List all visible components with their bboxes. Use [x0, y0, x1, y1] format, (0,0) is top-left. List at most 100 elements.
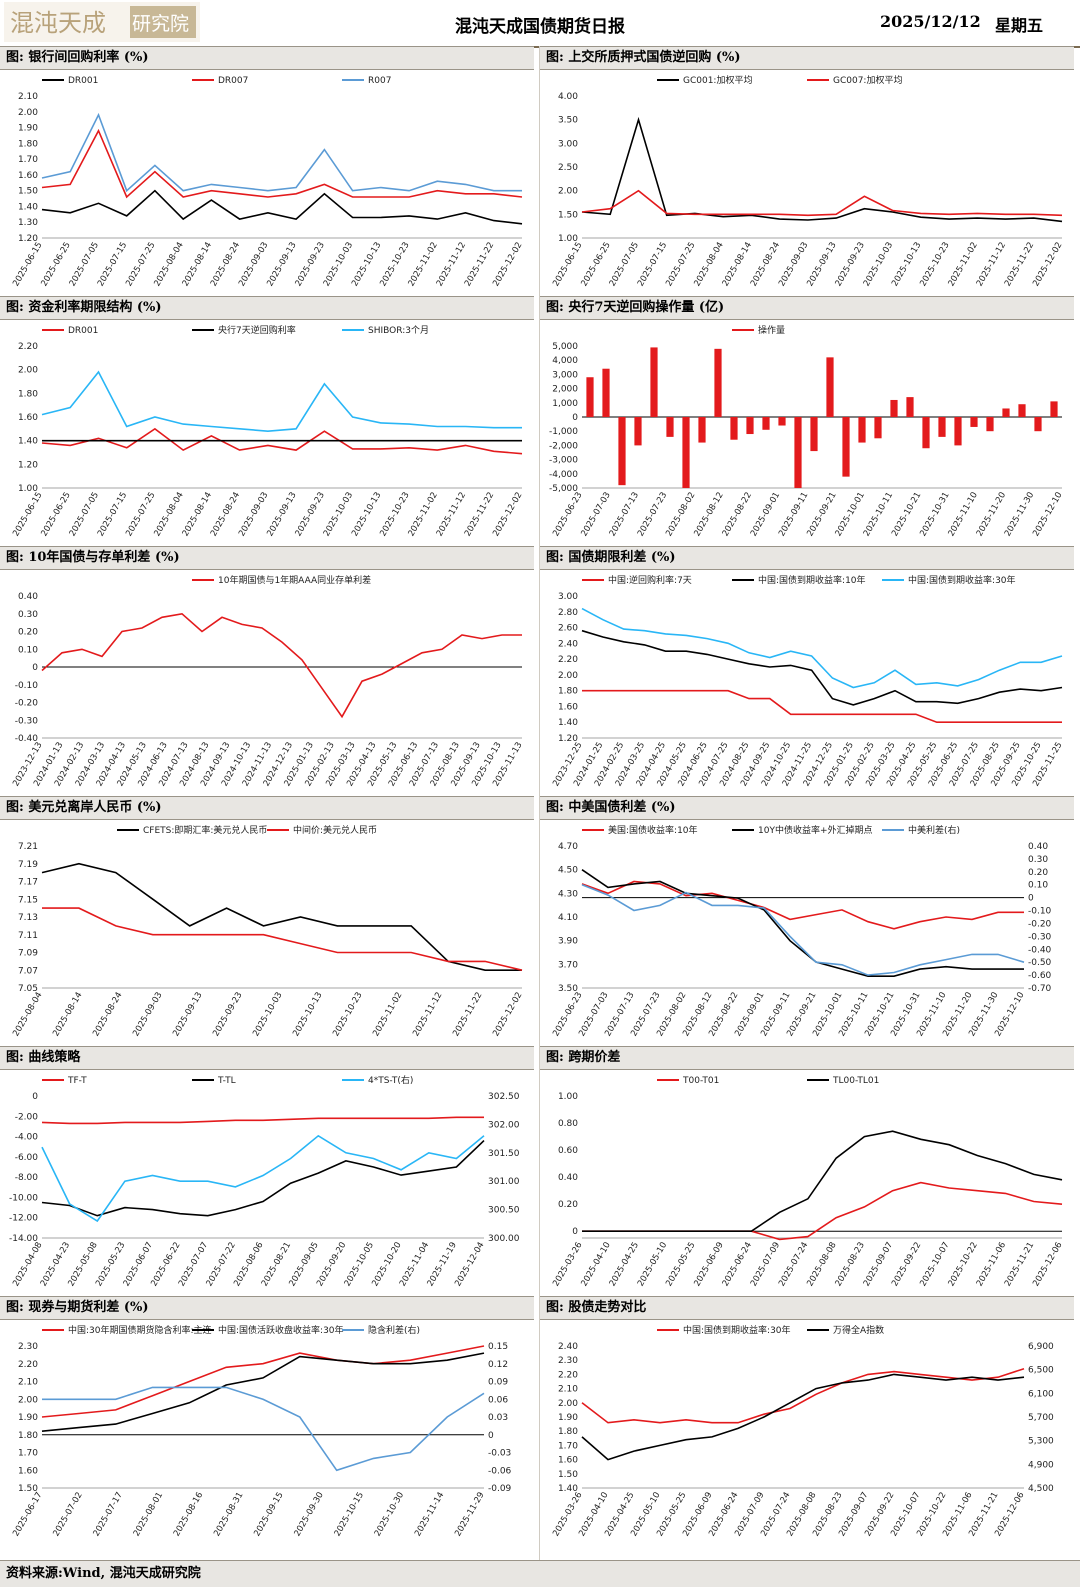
y-tick-label: 7.11 — [18, 931, 38, 941]
y-tick-label: 2.00 — [18, 108, 38, 118]
chart-term-structure: 1.001.201.401.601.802.002.202025-06-1520… — [11, 324, 524, 538]
legend-label: 中国:国债活跃收盘收益率:30年 — [218, 1324, 344, 1336]
legend-label: 中国:逆回购利率:7天 — [608, 574, 692, 586]
y-tick-label: 0.40 — [558, 1173, 578, 1183]
y-tick-label: -0.10 — [15, 681, 39, 691]
y-tick-label: 0.40 — [18, 592, 38, 602]
x-tick-label: 2025-08-16 — [172, 1491, 205, 1539]
chart-cn-us-spread: 3.50 3.70 3.90 4.10 4.30 4.50 4.70 -0.70 -0.60 -0… — [551, 824, 1052, 1038]
legend-label: DR007 — [218, 76, 248, 86]
y2-tick-label: -0.60 — [1028, 971, 1052, 981]
y-tick-label: -1,000 — [549, 427, 578, 437]
y-tick-label: 2.40 — [558, 1342, 578, 1352]
x-tick-label: 2025-11-29 — [453, 1491, 486, 1539]
y-tick-label: 2.00 — [558, 1399, 578, 1409]
bar — [810, 417, 818, 452]
y2-tick-label: -0.06 — [488, 1466, 512, 1476]
svg-text:混沌天成: 混沌天成 — [10, 9, 106, 37]
plot-area: -0.40-0.30-0.20-0.1000.100.200.300.40202… — [11, 574, 524, 788]
y-tick-label: -3,000 — [549, 456, 578, 466]
x-tick-label: 2025-12-10 — [1031, 491, 1064, 539]
panel-title: 图: 国债期限利差 (%) — [540, 546, 1074, 570]
y-tick-label: 4.50 — [558, 866, 578, 876]
y-tick-label: 1.80 — [558, 1427, 578, 1437]
y2-tick-label: -0.20 — [1028, 919, 1052, 929]
y2-tick-label: 0.03 — [488, 1413, 508, 1423]
y-tick-label: 4.10 — [558, 913, 578, 923]
legend-label: 操作量 — [758, 324, 785, 336]
y-tick-label: 0 — [32, 1092, 38, 1102]
y-tick-label: 1.80 — [18, 389, 38, 399]
y2-tick-label: 301.00 — [488, 1177, 520, 1187]
y2-tick-label: 302.00 — [488, 1120, 520, 1130]
y-tick-label: -2,000 — [549, 441, 578, 451]
plot-area: 1.001.502.002.503.003.504.002025-06-1520… — [551, 74, 1064, 288]
x-tick-label: 2025-11-14 — [413, 1491, 446, 1539]
y-tick-label: 1.90 — [18, 1413, 38, 1423]
y2-tick-label: 0.20 — [1028, 868, 1048, 878]
series-line — [41, 1352, 485, 1432]
y-tick-label: 3.00 — [558, 592, 578, 602]
x-tick-label: 2025-08-24 — [91, 991, 124, 1039]
y2-tick-label: -0.70 — [1028, 984, 1052, 994]
panel-title: 图: 银行间回购利率 (%) — [0, 46, 534, 70]
y-tick-label: 2.10 — [18, 92, 38, 102]
legend-label: 美国:国债收益率:10年 — [608, 824, 698, 836]
y-tick-label: 0.30 — [18, 610, 38, 620]
report-title: 混沌天成国债期货日报 — [455, 17, 625, 37]
y-tick-label: 3,000 — [552, 370, 578, 380]
y-tick-label: 1.90 — [558, 1413, 578, 1423]
chart-usdcnh: 7.05 7.07 7.09 7.11 7.13 7.15 7.17 7.19 7.21 2025… — [11, 824, 524, 1039]
y-tick-label: 3.70 — [558, 960, 578, 970]
y-tick-label: 2.20 — [558, 655, 578, 665]
x-tick-label: 2025-08-14 — [51, 991, 84, 1039]
bar — [794, 417, 802, 488]
y-tick-label: 1.40 — [18, 202, 38, 212]
bar — [858, 417, 866, 443]
legend-label: GC007:加权平均 — [833, 74, 902, 86]
plot-area: 1.001.201.401.601.802.002.202025-06-1520… — [11, 324, 524, 538]
y-tick-label: 1.60 — [558, 1456, 578, 1466]
bar — [970, 417, 978, 427]
bar — [842, 417, 850, 477]
series-line — [581, 869, 1024, 977]
y-tick-label: 1.50 — [558, 1470, 578, 1480]
y2-tick-label: 5,300 — [1028, 1437, 1054, 1447]
legend-label: R007 — [368, 76, 391, 86]
plot-area: 1.50 1.60 1.70 1.80 1.90 2.00 2.10 2.20 2.30 -0.0… — [11, 1324, 511, 1538]
y-tick-label: 2,000 — [552, 385, 578, 395]
y-tick-label: 0.80 — [558, 1119, 578, 1129]
y-tick-label: -4,000 — [549, 470, 578, 480]
y-tick-label: 4.00 — [558, 92, 578, 102]
y-tick-label: -0.30 — [15, 716, 39, 726]
y2-tick-label: 0.40 — [1028, 842, 1048, 852]
legend-label: TF-T — [67, 1076, 87, 1086]
series-line — [41, 112, 522, 193]
bar — [906, 397, 914, 417]
bar — [986, 417, 994, 432]
y-tick-label: -6.00 — [15, 1153, 39, 1163]
y2-tick-label: 0.15 — [488, 1342, 508, 1352]
company-logo: 混沌天成 研究院 — [4, 2, 200, 42]
y-tick-label: 1.50 — [18, 187, 38, 197]
bar — [1034, 417, 1042, 432]
y2-tick-label: 4,500 — [1028, 1484, 1054, 1494]
legend-label: DR001 — [68, 326, 98, 336]
y2-tick-label: 0.10 — [1028, 881, 1048, 891]
bar — [682, 417, 690, 488]
y2-tick-label: 0.12 — [488, 1360, 508, 1370]
chart-interbank-repo: 1.20 1.30 1.40 1.50 1.60 1.70 1.80 1.90 2.00 2.10… — [11, 76, 524, 288]
series-line — [41, 427, 523, 455]
bar — [922, 417, 930, 449]
y-tick-label: 0.60 — [558, 1146, 578, 1156]
legend-label: 中国:30年期国债期货隐含利率:主连 — [68, 1324, 212, 1336]
x-tick-label: 2025-12-02 — [491, 491, 524, 539]
y-tick-label: 2.30 — [18, 1342, 38, 1352]
panel-term-structure: 图: 资金利率期限结构 (%) 1.00 1.20 1.40 1.60 1.80 2.00… — [0, 296, 534, 546]
chart-10y-ncd-spread: -0.40-0.30-0.20-0.1000.100.200.300.40202… — [11, 574, 524, 788]
chart-basis-spread: 1.50 1.60 1.70 1.80 1.90 2.00 2.10 2.20 2.30 -0.0… — [11, 1324, 511, 1538]
x-tick-label: 2025-11-12 — [411, 991, 444, 1039]
y-tick-label: 1.40 — [558, 1484, 578, 1494]
x-tick-label: 2025-11-22 — [451, 991, 484, 1039]
panel-gc-repo: 图: 上交所质押式国债逆回购 (%) 1.00 1.50 2.00 2.50 3.00 3… — [540, 46, 1074, 296]
